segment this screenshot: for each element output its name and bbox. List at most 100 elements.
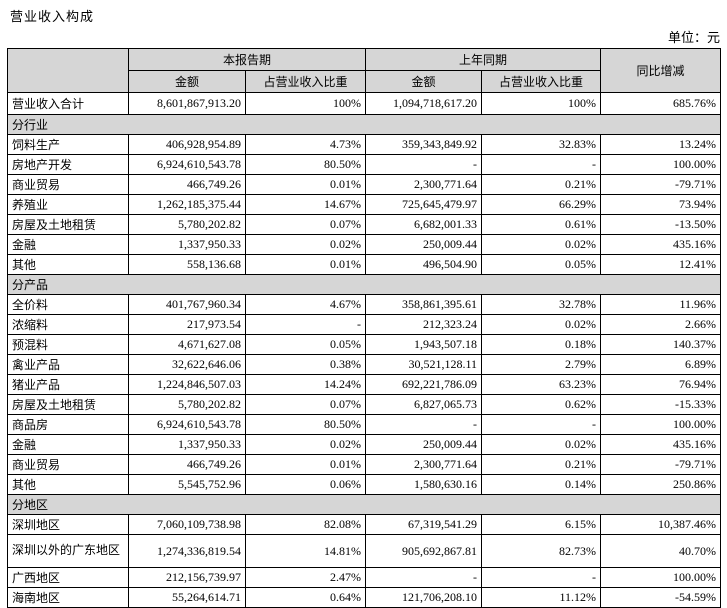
cell-value: 905,692,867.81 — [365, 534, 483, 568]
cell-value: 0.07% — [244, 214, 367, 235]
cell-value: 359,343,849.92 — [365, 134, 483, 155]
row-label: 海南地区 — [7, 587, 129, 608]
cell-value: 0.06% — [244, 474, 367, 495]
cell-value: 466,749.26 — [128, 454, 246, 475]
cell-value: 67,319,541.29 — [365, 514, 483, 535]
cell-value: 0.02% — [244, 234, 367, 255]
cell-value: - — [365, 414, 483, 435]
cell-value: 466,749.26 — [128, 174, 246, 195]
cell-value: 0.38% — [244, 354, 367, 375]
document-page: 营业收入构成 单位：元 本报告期 上年同期 同比增减 金额 占营业收入比重 金额… — [6, 9, 722, 608]
table-row: 浓缩料 217,973.54-212,323.24 0.02% 2.66% — [7, 314, 722, 335]
cell-value: 217,973.54 — [128, 314, 246, 335]
cell-value: 82.08% — [244, 514, 367, 535]
cell-value: 2.66% — [600, 314, 722, 335]
section-row: 分产品 — [6, 274, 722, 295]
cell-value: 6,827,065.73 — [365, 394, 483, 415]
row-label: 商品房 — [7, 414, 129, 435]
cell-value: 32.78% — [481, 294, 602, 315]
cell-value: 250,009.44 — [365, 234, 483, 255]
cell-value: 7,060,109,738.98 — [128, 514, 246, 535]
cell-value: 1,262,185,375.44 — [128, 194, 246, 215]
row-label: 房屋及土地租赁 — [7, 394, 129, 415]
cell-value: 0.21% — [481, 174, 602, 195]
cell-value: -79.71% — [600, 454, 722, 475]
row-label: 禽业产品 — [7, 354, 129, 375]
cell-value: 6,682,001.33 — [365, 214, 483, 235]
cell-value: 6.15% — [481, 514, 602, 535]
revenue-composition-table: 本报告期 上年同期 同比增减 金额 占营业收入比重 金额 占营业收入比重 营业收… — [6, 48, 722, 608]
row-label: 浓缩料 — [7, 314, 129, 335]
table-row: 房屋及土地租赁 5,780,202.82 0.07% 6,827,065.73 0.62… — [7, 394, 722, 415]
cell-value: 1,274,336,819.54 — [128, 534, 246, 568]
cell-value: 435.16% — [600, 234, 722, 255]
row-label: 商业贸易 — [7, 174, 129, 195]
cell-value: 358,861,395.61 — [365, 294, 483, 315]
cell-value: 1,337,950.33 — [128, 434, 246, 455]
column-header-pct-prior: 占营业收入比重 — [481, 70, 602, 93]
table-row: 全价料 401,767,960.34 4.67% 358,861,395.61 32.7… — [7, 294, 722, 315]
cell-value: 6,924,610,543.78 — [128, 414, 246, 435]
table-row: 广西地区 212,156,739.97 2.47% - -100.00% — [7, 567, 722, 588]
cell-value: 76.94% — [600, 374, 722, 395]
row-label: 房地产开发 — [7, 154, 129, 175]
page-title: 营业收入构成 — [10, 9, 95, 24]
row-label: 全价料 — [7, 294, 129, 315]
cell-value: 14.24% — [244, 374, 367, 395]
cell-value: 558,136.68 — [128, 254, 246, 275]
cell-value: 100.00% — [600, 414, 722, 435]
cell-value: 55,264,614.71 — [128, 587, 246, 608]
table-row: 其他 5,545,752.96 0.06% 1,580,630.16 0.14% 250.… — [7, 474, 722, 495]
cell-value: 2,300,771.64 — [365, 174, 483, 195]
row-label: 房屋及土地租赁 — [7, 214, 129, 235]
row-label: 深圳地区 — [7, 514, 129, 535]
cell-value: 0.05% — [244, 334, 367, 355]
table-row: 养殖业 1,262,185,375.44 14.67% 725,645,479.97 6… — [7, 194, 722, 215]
row-label: 养殖业 — [7, 194, 129, 215]
cell-value: -79.71% — [600, 174, 722, 195]
column-header-amount-current: 金额 — [128, 70, 246, 93]
row-label: 广西地区 — [7, 567, 129, 588]
table-row: 房地产开发 6,924,610,543.78 80.50% - -100.00% — [7, 154, 722, 175]
cell-value: 435.16% — [600, 434, 722, 455]
cell-value: 80.50% — [244, 414, 367, 435]
cell-value: 496,504.90 — [365, 254, 483, 275]
cell-value: 0.02% — [481, 234, 602, 255]
section-title: 分地区 — [6, 494, 722, 515]
row-label: 预混料 — [7, 334, 129, 355]
table-row: 房屋及土地租赁 5,780,202.82 0.07% 6,682,001.33 0.61… — [7, 214, 722, 235]
table-row: 商品房 6,924,610,543.78 80.50% - -100.00% — [7, 414, 722, 435]
cell-value: - — [481, 414, 602, 435]
column-header-pct-current: 占营业收入比重 — [244, 70, 367, 93]
cell-value: 11.12% — [481, 587, 602, 608]
cell-value: 401,767,960.34 — [128, 294, 246, 315]
cell-value: 30,521,128.11 — [365, 354, 483, 375]
cell-value: 692,221,786.09 — [365, 374, 483, 395]
cell-value: 5,780,202.82 — [128, 214, 246, 235]
cell-value: 1,224,846,507.03 — [128, 374, 246, 395]
section-title: 分行业 — [6, 114, 722, 135]
cell-value: 5,545,752.96 — [128, 474, 246, 495]
cell-value: 4.67% — [244, 294, 367, 315]
header-row-periods: 本报告期 上年同期 同比增减 — [7, 48, 722, 93]
table-row: 饲料生产 406,928,954.89 4.73% 359,343,849.92 32.… — [7, 134, 722, 155]
row-label: 猪业产品 — [7, 374, 129, 395]
cell-value: - — [244, 314, 367, 335]
cell-value: 0.07% — [244, 394, 367, 415]
section-row: 分行业 — [6, 114, 722, 135]
table-row: 海南地区 55,264,614.71 0.64% 121,706,208.10 11.1… — [7, 587, 722, 608]
cell-value: 1,943,507.18 — [365, 334, 483, 355]
cell-value: 725,645,479.97 — [365, 194, 483, 215]
cell-value: 140.37% — [600, 334, 722, 355]
table-body: 营业收入合计 8,601,867,913.20 100% 1,094,718,617.… — [6, 92, 722, 608]
cell-value: 250.86% — [600, 474, 722, 495]
cell-value: 0.02% — [481, 434, 602, 455]
cell-value: 0.14% — [481, 474, 602, 495]
cell-value: -13.50% — [600, 214, 722, 235]
cell-value: 212,323.24 — [365, 314, 483, 335]
cell-value: 6.89% — [600, 354, 722, 375]
row-label: 商业贸易 — [7, 454, 129, 475]
column-header-amount-prior: 金额 — [365, 70, 483, 93]
cell-value: 32.83% — [481, 134, 602, 155]
cell-value: 100.00% — [600, 154, 722, 175]
